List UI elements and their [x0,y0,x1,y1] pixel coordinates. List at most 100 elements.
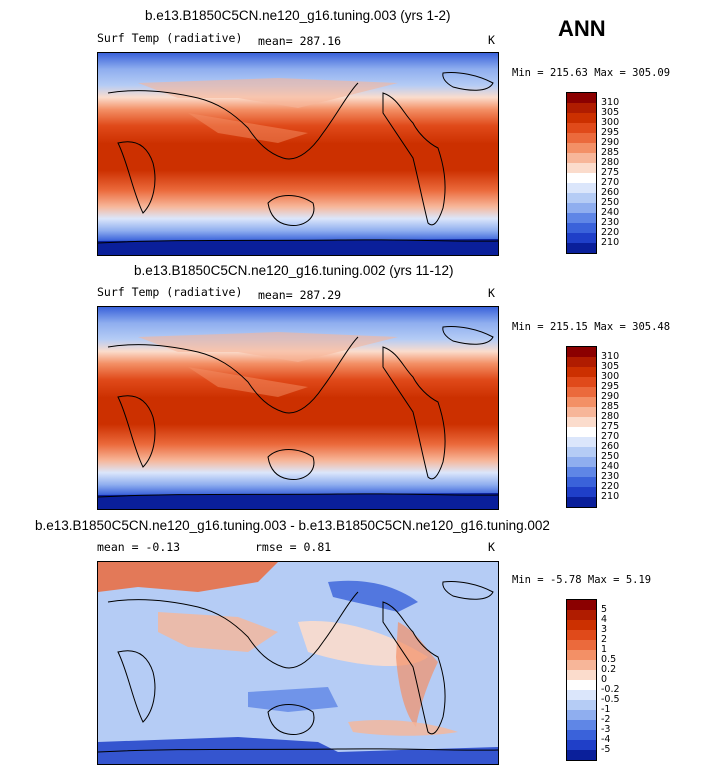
panel3-level-1: 4 [601,614,608,625]
colorbar-swatch [567,720,596,730]
colorbar-swatch [567,347,596,357]
panel3-min-label: Min = [512,574,544,586]
panel3-level-7: 0 [601,674,608,685]
panel1-max-value: 305.09 [632,67,671,79]
panel3-indian-cool [248,687,338,712]
panel3-level-2: 3 [601,624,608,635]
panel2-level-12: 230 [601,471,620,482]
colorbar-swatch [567,497,596,507]
colorbar-swatch [567,487,596,497]
colorbar-swatch [567,447,596,457]
colorbar-swatch [567,163,596,173]
panel1-min-value: 215.63 [549,67,588,79]
panel2-map [97,306,499,510]
panel1-level-4: 290 [601,137,620,148]
colorbar-swatch [567,457,596,467]
colorbar-swatch [567,153,596,163]
colorbar-swatch [567,477,596,487]
panel1-title: b.e13.B1850C5CN.ne120_g16.tuning.003 (yr… [145,8,451,23]
colorbar-swatch [567,193,596,203]
panel3-mean: mean = -0.13 [97,540,180,554]
panel3-level-4: 1 [601,644,608,655]
panel3-spacific-warm [348,720,458,736]
colorbar-swatch [567,173,596,183]
panel3-level-5: 0.5 [601,654,617,665]
panel1-max-label: Max = [594,67,626,79]
panel3-level-6: 0.2 [601,664,617,675]
panel1-level-11: 240 [601,207,620,218]
panel3-map [97,561,499,765]
panel1-level-10: 250 [601,197,620,208]
panel2-level-9: 260 [601,441,620,452]
panel2-level-10: 250 [601,451,620,462]
panel2-mean: mean= 287.29 [258,288,341,302]
panel3-minmax: Min = -5.78 Max = 5.19 [512,574,651,586]
panel3-level-12: -3 [601,724,611,735]
panel3-level-13: -4 [601,734,611,745]
panel2-coastlines [98,326,498,498]
panel1-map-svg [98,53,498,255]
panel1-map [97,52,499,256]
panel3-level-3: 2 [601,634,608,645]
panel3-level-9: -0.5 [601,694,620,705]
colorbar-swatch [567,407,596,417]
colorbar-swatch [567,123,596,133]
colorbar-swatch [567,620,596,630]
panel1-level-12: 230 [601,217,620,228]
colorbar-swatch [567,377,596,387]
colorbar-swatch [567,610,596,620]
colorbar-swatch [567,133,596,143]
colorbar-swatch [567,183,596,193]
panel3-mean-label: mean = [97,540,139,554]
panel2-min-value: 215.15 [549,321,588,333]
panel3-units: K [488,540,495,554]
panel2-level-11: 240 [601,461,620,472]
panel3-colorbar-swatches [566,599,597,761]
panel3-samerica-warm [396,622,438,727]
colorbar-swatch [567,670,596,680]
panel3-rmse-value: 0.81 [303,540,332,554]
colorbar-swatch [567,417,596,427]
colorbar-swatch [567,233,596,243]
colorbar-swatch [567,650,596,660]
panel2-level-7: 275 [601,421,620,432]
panel2-max-label: Max = [594,321,626,333]
panel2-max-value: 305.48 [632,321,671,333]
colorbar-swatch [567,690,596,700]
panel1-level-5: 285 [601,147,620,158]
colorbar-swatch [567,213,596,223]
colorbar-swatch [567,630,596,640]
panel3-arctic-warm [98,562,278,592]
panel3-coastlines [98,581,498,753]
panel1-level-8: 270 [601,177,620,188]
colorbar-swatch [567,203,596,213]
panel3-max-label: Max = [587,574,620,586]
panel3-min-value: -5.78 [549,574,582,586]
colorbar-swatch [567,700,596,710]
panel1-level-13: 220 [601,227,620,238]
panel3-npacific-cool [328,580,418,612]
panel1-level-3: 295 [601,127,620,138]
colorbar-swatch [567,387,596,397]
panel1-level-14: 210 [601,237,620,248]
colorbar-swatch [567,640,596,650]
panel1-asia-land [138,78,398,108]
panel2-title: b.e13.B1850C5CN.ne120_g16.tuning.002 (yr… [134,263,454,278]
panel2-level-2: 300 [601,371,620,382]
panel2-level-6: 280 [601,411,620,422]
panel3-max-value: 5.19 [625,574,652,586]
panel1-colorbar-swatches [566,92,597,254]
panel1-level-0: 310 [601,97,620,108]
colorbar-swatch [567,143,596,153]
panel1-min-label: Min = [512,67,544,79]
colorbar-swatch [567,740,596,750]
panel1-variable: Surf Temp (radiative) [97,31,243,45]
panel2-colorbar-swatches [566,346,597,508]
colorbar-swatch [567,710,596,720]
panel2-level-5: 285 [601,401,620,412]
colorbar-swatch [567,397,596,407]
panel1-level-6: 280 [601,157,620,168]
panel1-coastlines [98,72,498,244]
panel3-rmse-label: rmse = [255,540,297,554]
panel3-mean-value: -0.13 [145,540,181,554]
